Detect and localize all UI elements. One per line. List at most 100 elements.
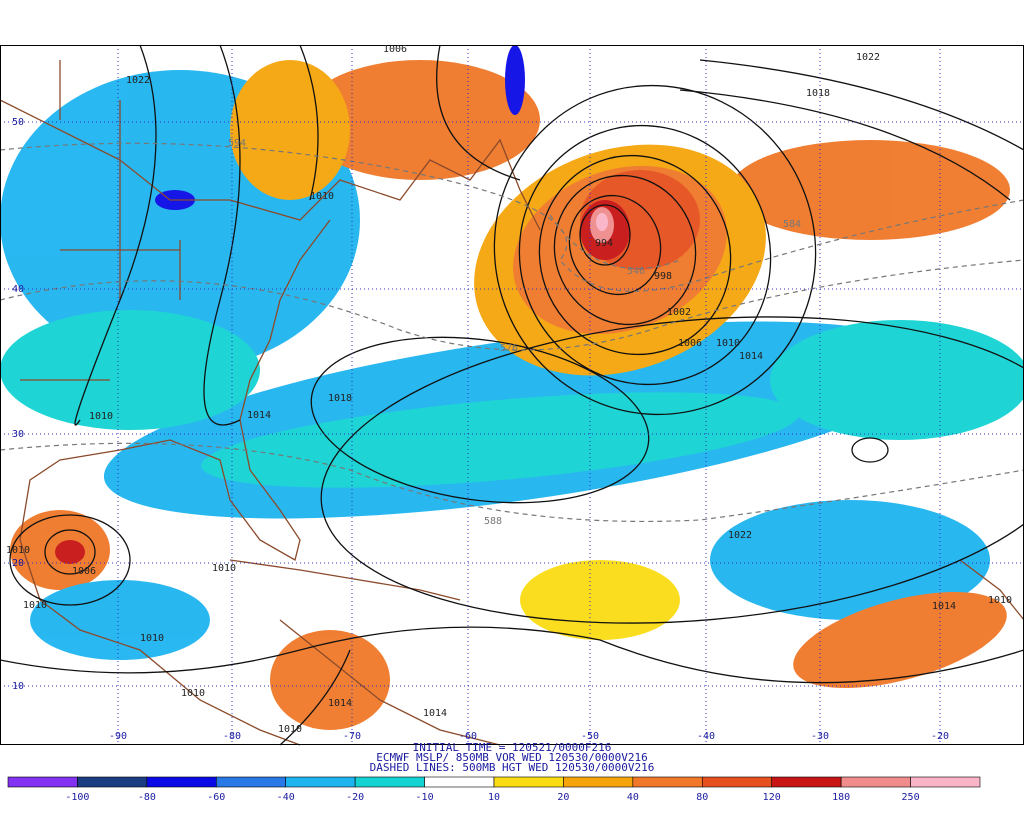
vort-blob <box>300 60 540 180</box>
colorbar-label: 40 <box>627 792 639 803</box>
isobar-label: 1014 <box>739 351 763 362</box>
isobar-label: 998 <box>654 271 672 282</box>
colorbar-label: 80 <box>696 792 708 803</box>
height-label: 594 <box>228 138 246 149</box>
colorbar-label: -20 <box>346 792 364 803</box>
longitude-label: -70 <box>343 731 361 742</box>
isobar <box>518 124 772 386</box>
colorbar-label: -60 <box>207 792 225 803</box>
isobar-label: 1010 <box>23 600 47 611</box>
vort-blob <box>520 560 680 640</box>
height-line <box>549 214 681 270</box>
caption-line: ECMWF MSLP/ 850MB VOR WED 120530/0000V21… <box>376 751 648 764</box>
latitude-label: 30 <box>12 429 24 440</box>
vort-blob <box>0 310 260 430</box>
coastline <box>959 559 1024 621</box>
vort-blob <box>710 500 990 620</box>
colorbar-swatch <box>701 776 773 788</box>
colorbar-label: -80 <box>138 792 156 803</box>
longitude-label: -60 <box>459 731 477 742</box>
vort-blob <box>770 320 1024 440</box>
isobar-label: 994 <box>595 238 613 249</box>
vort-blob <box>230 60 350 200</box>
longitude-label: -20 <box>931 731 949 742</box>
latitude-label: 50 <box>12 117 24 128</box>
colorbar-swatch <box>146 776 217 788</box>
colorbar-swatch <box>840 776 911 788</box>
isobar <box>44 529 96 575</box>
colorbar-swatch <box>215 776 287 788</box>
colorbar-label: -10 <box>416 792 434 803</box>
height-label: 588 <box>484 516 502 527</box>
colorbar-swatch <box>563 776 634 788</box>
colorbar-swatch <box>493 776 564 788</box>
isobar-label: 1018 <box>328 393 352 404</box>
isobar-label: 1010 <box>140 633 164 644</box>
isobar-label: 1010 <box>278 724 302 735</box>
colorbar-label: 180 <box>832 792 850 803</box>
longitude-label: -30 <box>811 731 829 742</box>
isobar <box>579 204 631 266</box>
colorbar-label: -100 <box>65 792 89 803</box>
vort-blob <box>730 140 1010 240</box>
isobar <box>493 84 817 416</box>
isobar-label: 1010 <box>716 338 740 349</box>
colorbar-swatch <box>771 776 842 788</box>
coastline <box>19 219 331 746</box>
latitude-label: 20 <box>12 558 24 569</box>
height-label: 576 <box>500 343 518 354</box>
isobar-label: 1006 <box>383 44 407 55</box>
colorbar-label: 10 <box>488 792 500 803</box>
caption-line: INITIAL TIME = 120521/0000F216 <box>413 741 612 754</box>
vort-blob <box>793 592 1007 688</box>
isobar-label: 1014 <box>932 601 956 612</box>
height-line <box>0 442 1024 523</box>
longitude-label: -40 <box>697 731 715 742</box>
isobar <box>568 194 662 296</box>
isobar-label: 1002 <box>667 307 691 318</box>
height-label: 546 <box>627 266 645 277</box>
isobar <box>851 437 889 463</box>
colorbar-swatch <box>424 776 495 788</box>
isobars <box>0 44 1024 746</box>
isobar <box>0 626 1024 746</box>
isobar-label: 1010 <box>310 191 334 202</box>
height-lines <box>0 142 1024 523</box>
colorbar-swatch <box>632 776 703 788</box>
isobar-label: 1010 <box>212 563 236 574</box>
isobar-label: 1022 <box>856 52 880 63</box>
isobar-label: 1010 <box>181 688 205 699</box>
vort-blob <box>30 580 210 660</box>
graticule <box>0 45 1024 745</box>
isobar-label: 1010 <box>6 545 30 556</box>
isobar-label: 1018 <box>806 88 830 99</box>
isobar-label: 1022 <box>126 75 150 86</box>
vort-blob <box>505 45 525 115</box>
labels: 50 40 30 20 10 -90 -80 -70 -60 -50 -40 -30 -20 1006 10… <box>6 44 1012 774</box>
colorbar-label: 250 <box>902 792 920 803</box>
isobar-label: 1014 <box>328 698 352 709</box>
colorbar-swatch <box>910 776 981 788</box>
isobar-label: 1006 <box>678 338 702 349</box>
latitude-label: 10 <box>12 681 24 692</box>
isobar-label: 1006 <box>72 566 96 577</box>
vort-blob <box>270 630 390 730</box>
isobar <box>553 174 697 326</box>
latitude-label: 40 <box>12 284 24 295</box>
height-line <box>0 142 1024 292</box>
colorbar-swatch <box>77 776 148 788</box>
isobar-label: 1010 <box>988 595 1012 606</box>
isobar <box>9 514 131 606</box>
colorbar-label: -40 <box>277 792 295 803</box>
colorbar-swatch <box>285 776 356 788</box>
vort-blob <box>596 213 608 231</box>
coastline <box>229 559 461 601</box>
isobar-label: 1022 <box>728 530 752 541</box>
isobar <box>74 44 1024 426</box>
vort-blob <box>55 540 85 564</box>
colorbar-label: 20 <box>557 792 569 803</box>
coastlines <box>0 60 1024 746</box>
longitude-label: -50 <box>581 731 599 742</box>
